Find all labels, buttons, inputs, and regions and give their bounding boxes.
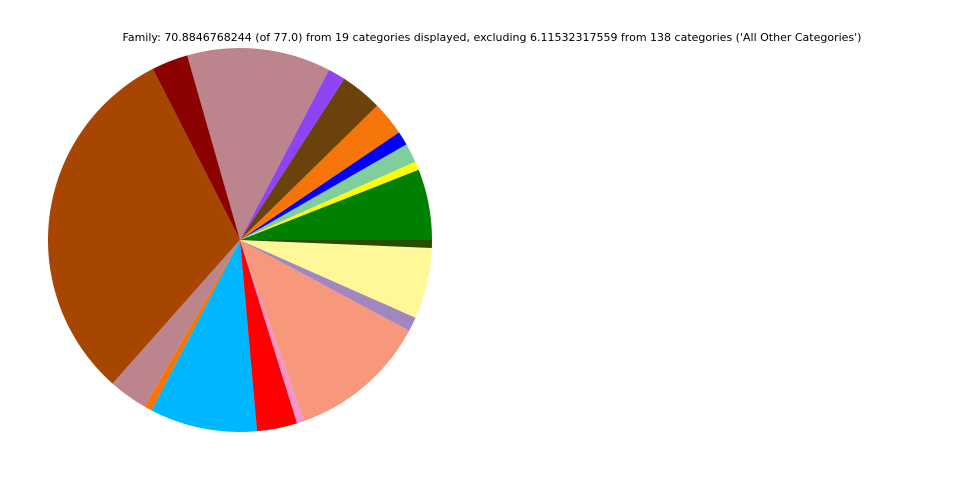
pie-slice: [240, 144, 416, 240]
pie-slice: [240, 78, 378, 240]
pie-slice: [240, 132, 407, 240]
pie-slice: [240, 240, 432, 318]
chart-title: Family: 70.8846768244 (of 77.0) from 19 …: [123, 31, 862, 44]
pie-slice: [112, 240, 240, 407]
pie-slice: [144, 240, 240, 411]
pie-slice: [240, 240, 410, 421]
pie-slice: [240, 161, 419, 240]
pie-slice: [240, 69, 345, 240]
pie-slice: [152, 55, 240, 240]
pie-slice: [240, 240, 432, 248]
pie-slice: [187, 48, 329, 240]
pie-slice: [240, 169, 432, 240]
pie-slice: [240, 240, 298, 432]
pie-slice: [48, 68, 240, 384]
pie-slice: [240, 105, 400, 240]
pie-slice: [240, 240, 416, 331]
pie-slice: [151, 240, 258, 432]
pie-slice: [240, 240, 305, 424]
